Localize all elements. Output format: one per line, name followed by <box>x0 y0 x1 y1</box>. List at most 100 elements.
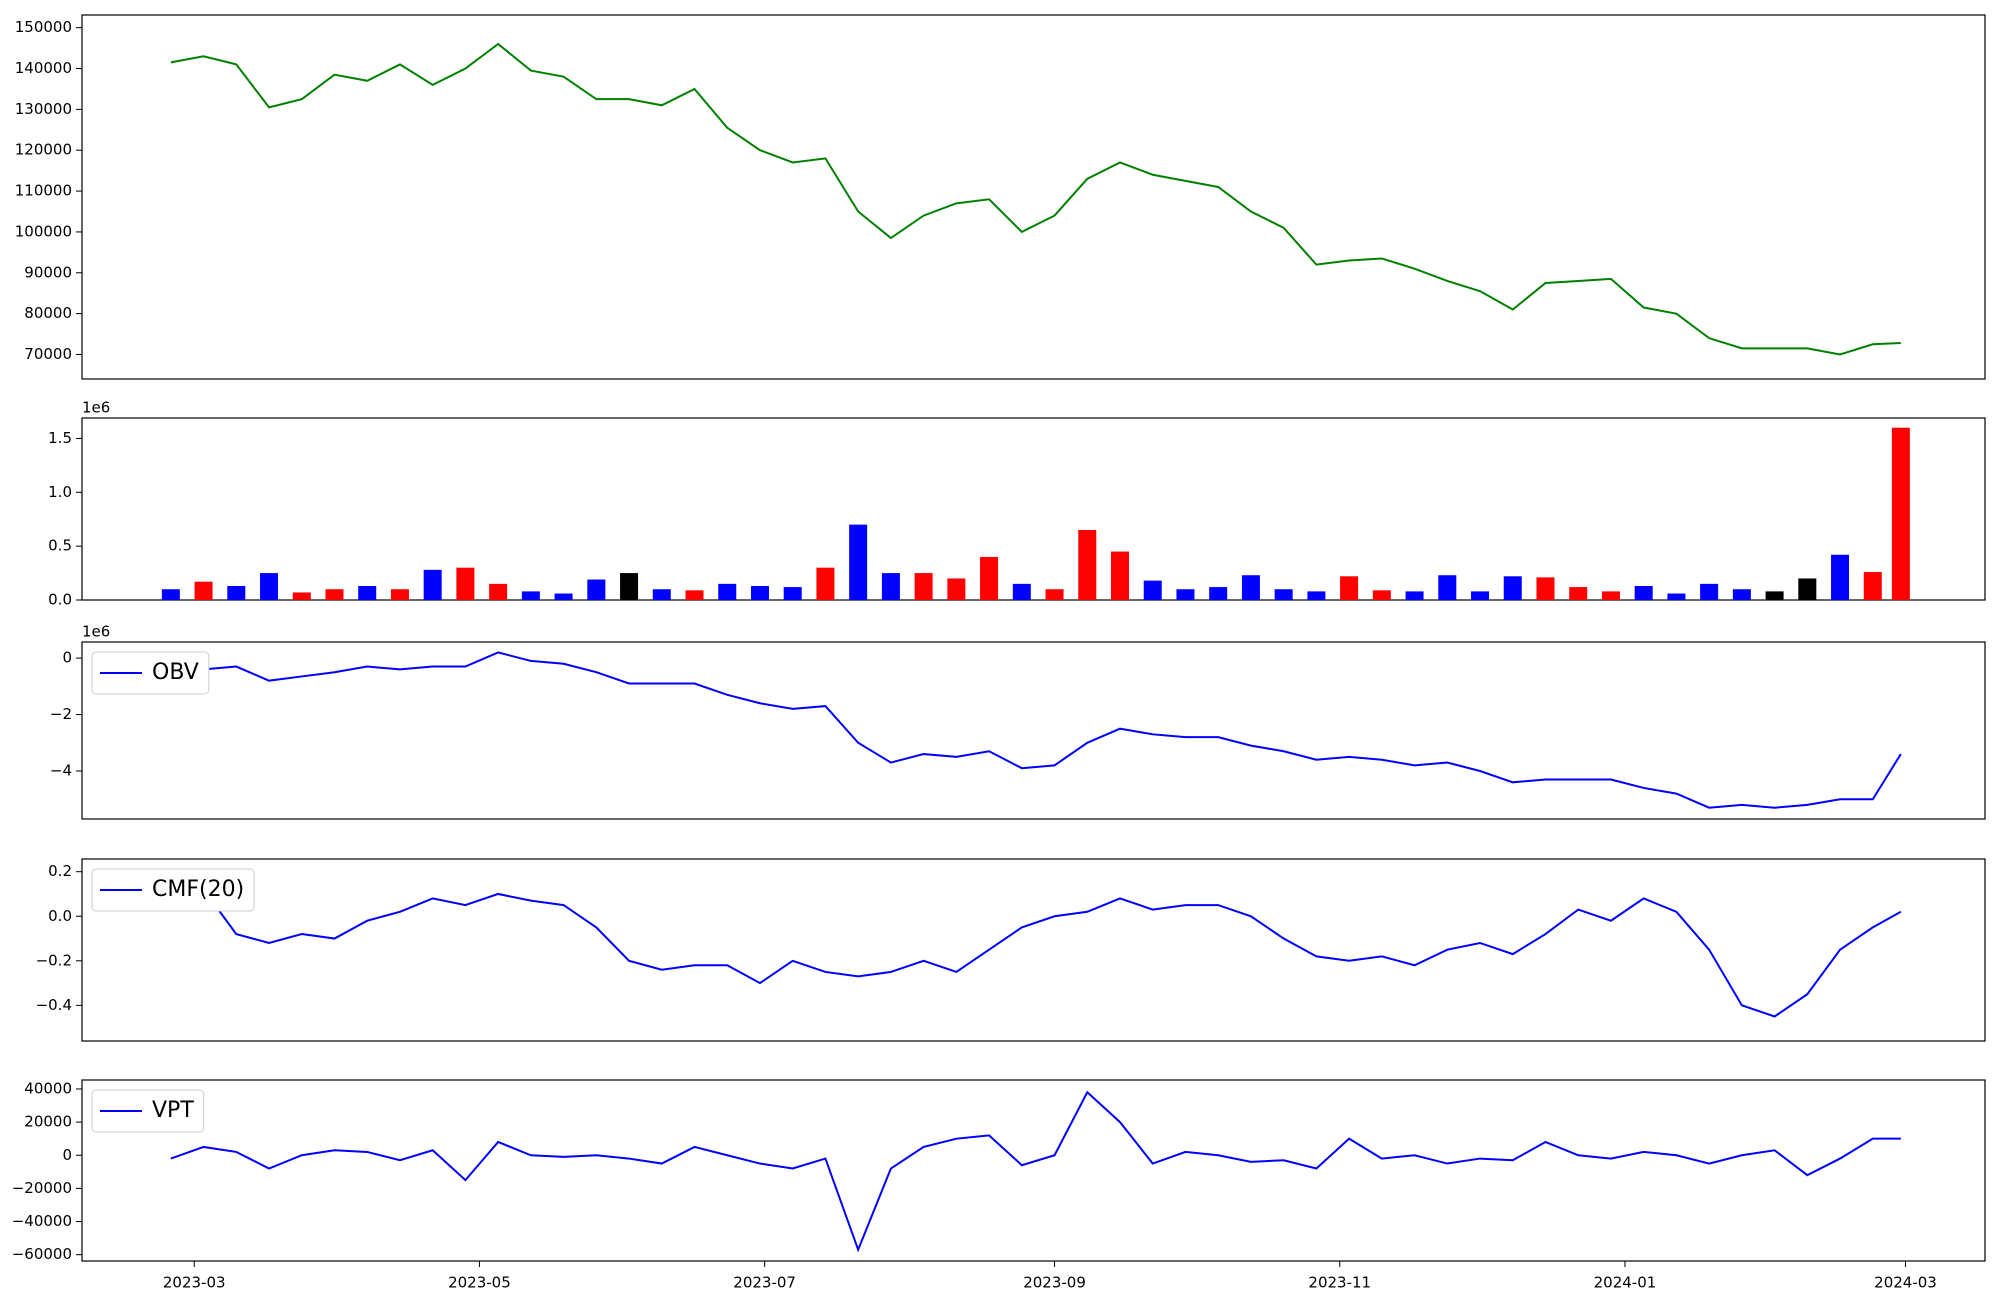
y-tick-label: 1.5 <box>48 429 72 447</box>
volume-bar <box>1732 589 1751 600</box>
volume-bar <box>685 590 704 600</box>
x-tick-label: 2024-01 <box>1594 1274 1657 1292</box>
volume-bar <box>1143 580 1162 600</box>
volume-bar <box>620 573 639 600</box>
volume-bar <box>1667 593 1686 600</box>
volume-bar <box>423 569 442 600</box>
volume-bar <box>980 556 999 600</box>
volume-bar <box>1045 589 1064 600</box>
volume-bar <box>456 567 475 600</box>
x-tick-label: 2023-07 <box>733 1274 796 1292</box>
y-tick-label: −20000 <box>12 1179 72 1197</box>
volume-bar <box>1209 587 1228 600</box>
y-tick-label: 0.5 <box>48 537 72 555</box>
volume-bar <box>1307 591 1326 600</box>
x-tick-label: 2023-11 <box>1308 1274 1371 1292</box>
x-tick-label: 2023-09 <box>1023 1274 1086 1292</box>
volume-bar <box>260 573 279 600</box>
volume-bar <box>1503 576 1522 600</box>
y-tick-label: 120000 <box>15 141 72 159</box>
y-tick-label: 130000 <box>15 100 72 118</box>
volume-bar <box>554 593 573 600</box>
volume-bar <box>1700 583 1719 600</box>
volume-bar <box>849 524 868 600</box>
y-tick-label: 40000 <box>24 1079 72 1097</box>
series-line <box>170 651 1902 809</box>
y-tick-label: 0 <box>62 649 72 667</box>
y-tick-label: 20000 <box>24 1113 72 1131</box>
axes-frame <box>81 1079 1986 1262</box>
volume-bar <box>914 573 933 600</box>
volume-bar <box>1078 530 1097 600</box>
volume-bar <box>816 567 835 600</box>
y-tick-label: −2 <box>50 705 72 723</box>
offset-label: 1e6 <box>82 623 110 641</box>
y-tick-label: 0.2 <box>48 862 72 880</box>
volume-bar <box>194 581 213 600</box>
volume-bar <box>161 589 180 600</box>
volume-bar <box>292 592 311 600</box>
volume-bar <box>881 573 900 600</box>
volume-bar <box>1372 590 1391 600</box>
axes-frame <box>81 641 1986 820</box>
volume-bar <box>1891 427 1910 600</box>
y-tick-label: 90000 <box>24 263 72 281</box>
series-line <box>202 888 1902 1018</box>
offset-label: 1e6 <box>82 399 110 417</box>
x-tick-label: 2024-03 <box>1874 1274 1937 1292</box>
axes-frame <box>81 14 1986 380</box>
volume-bar <box>1176 589 1195 600</box>
axes-frame <box>81 858 1986 1042</box>
volume-bar <box>325 589 344 600</box>
y-tick-label: −4 <box>50 762 72 780</box>
volume-bar <box>1601 591 1620 600</box>
volume-bar <box>1798 578 1817 600</box>
volume-bar <box>783 587 802 600</box>
volume-bar <box>1831 554 1850 600</box>
volume-bar <box>1634 586 1653 600</box>
volume-bar <box>1438 575 1457 600</box>
volume-bar <box>1765 591 1784 600</box>
y-tick-label: 100000 <box>15 222 72 240</box>
y-tick-label: 0.0 <box>48 907 72 925</box>
volume-bar <box>227 586 246 600</box>
x-tick-label: 2023-05 <box>448 1274 511 1292</box>
y-tick-label: −0.4 <box>36 996 72 1014</box>
y-tick-label: 140000 <box>15 59 72 77</box>
y-tick-label: −60000 <box>12 1245 72 1263</box>
series-line <box>170 1090 1901 1253</box>
volume-bar <box>521 591 540 600</box>
volume-bar <box>1340 576 1359 600</box>
y-tick-label: 0 <box>62 1146 72 1164</box>
volume-bar <box>750 586 769 600</box>
y-tick-label: 70000 <box>24 345 72 363</box>
volume-bar <box>1863 572 1882 600</box>
volume-bar <box>1405 591 1424 600</box>
volume-bar <box>1241 575 1260 600</box>
volume-bar <box>1471 591 1490 600</box>
volume-bar <box>358 586 377 600</box>
volume-bar <box>1110 551 1130 600</box>
y-tick-label: 150000 <box>15 18 72 36</box>
volume-bar <box>1536 577 1555 600</box>
volume-bar <box>1274 589 1293 600</box>
y-tick-label: 1.0 <box>48 483 72 501</box>
legend-label: OBV <box>152 660 199 685</box>
volume-bar <box>1012 583 1031 600</box>
volume-bar <box>718 583 737 600</box>
y-tick-label: 110000 <box>15 182 72 200</box>
y-tick-label: −0.2 <box>36 951 72 969</box>
y-tick-label: 0.0 <box>48 591 72 609</box>
legend-label: VPT <box>152 1098 194 1123</box>
series-line <box>170 42 1901 356</box>
volume-bar <box>390 589 409 600</box>
x-tick-label: 2023-03 <box>163 1274 226 1292</box>
volume-bar <box>652 589 671 600</box>
y-tick-label: 80000 <box>24 304 72 322</box>
legend-label: CMF(20) <box>152 877 244 902</box>
volume-bar <box>587 579 606 600</box>
volume-bar <box>947 578 966 600</box>
legend-box <box>91 651 210 695</box>
